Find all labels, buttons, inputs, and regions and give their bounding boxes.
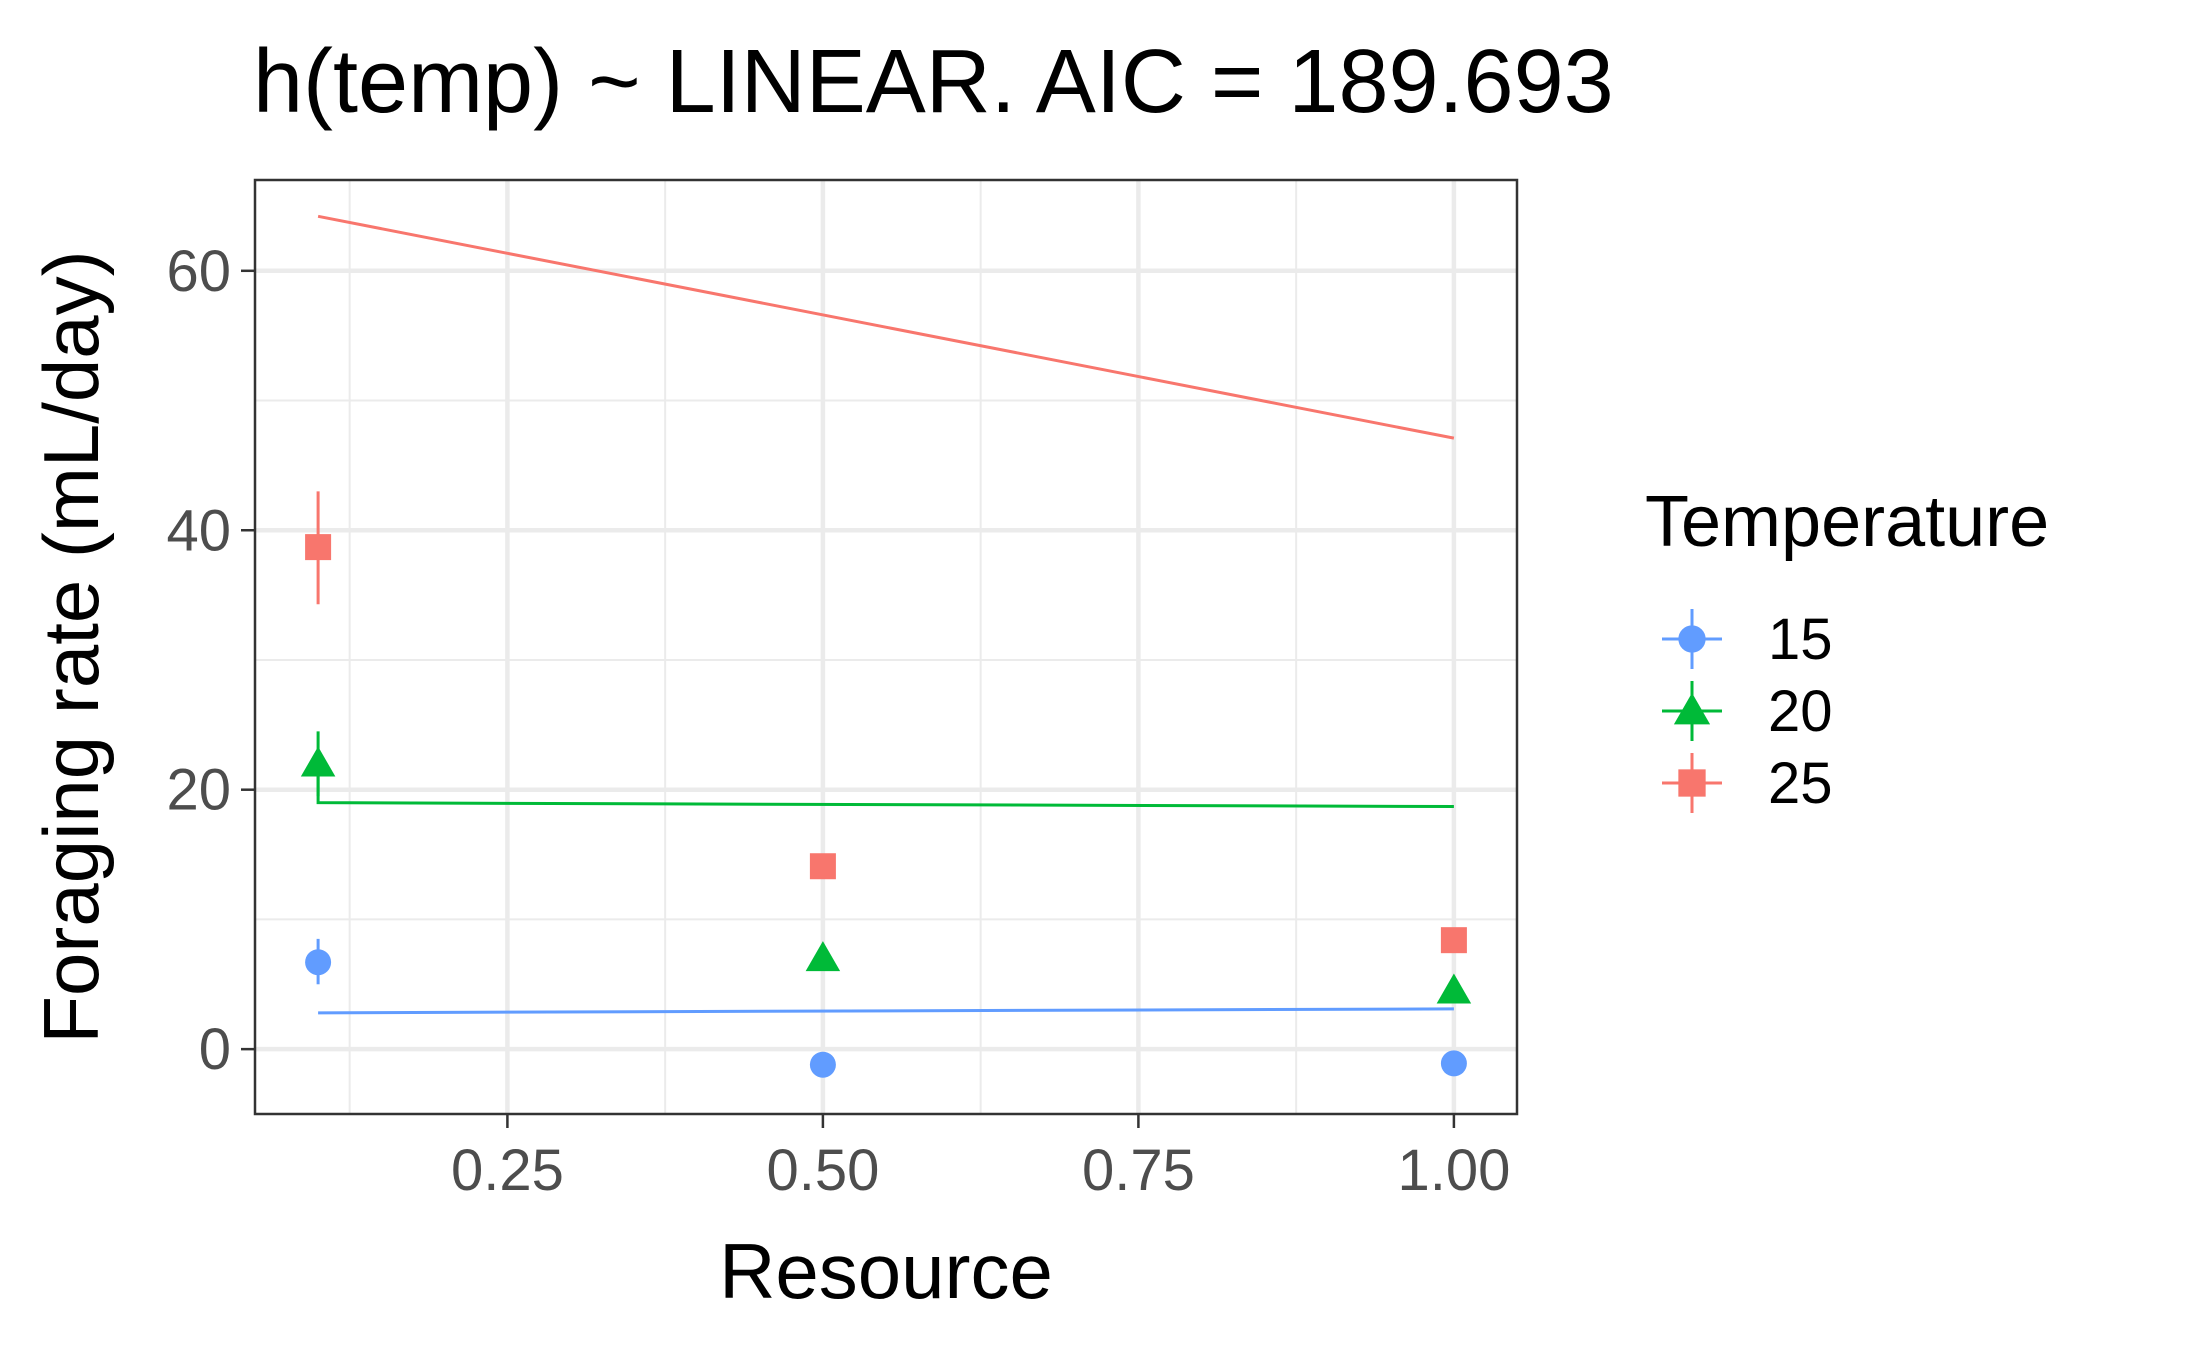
legend: Temperature 15 20 25 [1645,482,2049,816]
legend-label-20: 20 [1768,679,1833,744]
x-axis: 0.25 0.50 0.75 1.00 [451,1114,1510,1203]
y-tick-label: 0 [199,1017,231,1082]
legend-label-25: 25 [1768,751,1833,816]
data-points [300,534,1472,1078]
point-20 [300,746,336,777]
plot-panel [255,180,1517,1114]
legend-key-15 [1678,625,1706,653]
legend-title: Temperature [1645,482,2049,562]
point-15 [1440,1050,1467,1077]
point-15 [305,949,332,976]
plot-border [253,178,1519,1116]
y-axis: 0 20 40 60 [166,239,255,1082]
fit-line-25 [317,214,1455,440]
x-tick-label: 0.25 [451,1138,564,1203]
legend-key-25 [1678,769,1706,797]
x-tick-label: 0.50 [766,1138,879,1203]
point-25 [1440,927,1467,954]
x-axis-title: Resource [719,1227,1053,1315]
point-25 [305,534,332,561]
legend-key-20 [1673,692,1711,725]
y-axis-title: Foraging rate (mL/day) [27,250,115,1043]
y-tick-label: 40 [166,498,231,563]
fit-line-15 [318,1007,1454,1015]
x-tick-label: 1.00 [1397,1138,1510,1203]
legend-label-15: 15 [1768,607,1833,672]
point-20 [805,941,841,972]
y-tick-label: 60 [166,239,231,304]
chart-title: h(temp) ~ LINEAR. AIC = 189.693 [253,32,1614,132]
grid [255,180,1517,1114]
x-tick-label: 0.75 [1082,1138,1195,1203]
point-15 [809,1051,836,1078]
y-tick-label: 20 [166,758,231,823]
point-25 [809,853,836,880]
point-20 [1436,973,1472,1004]
